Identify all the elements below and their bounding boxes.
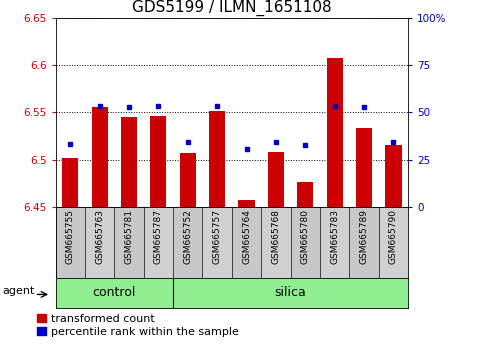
Text: GSM665755: GSM665755 — [66, 209, 75, 264]
Bar — [297, 182, 313, 207]
Text: GSM665764: GSM665764 — [242, 209, 251, 264]
Legend: transformed count, percentile rank within the sample: transformed count, percentile rank withi… — [37, 314, 239, 337]
Title: GDS5199 / ILMN_1651108: GDS5199 / ILMN_1651108 — [132, 0, 332, 16]
Bar — [239, 200, 255, 207]
Bar — [56, 207, 85, 278]
Bar — [291, 207, 320, 278]
Bar — [150, 116, 167, 207]
Text: GSM665752: GSM665752 — [183, 209, 192, 264]
Text: GSM665783: GSM665783 — [330, 209, 339, 264]
Text: GSM665789: GSM665789 — [359, 209, 369, 264]
Bar — [180, 153, 196, 207]
Bar — [209, 110, 225, 207]
Text: agent: agent — [3, 286, 35, 296]
Bar — [114, 207, 144, 278]
Bar — [379, 207, 408, 278]
Bar — [327, 58, 343, 207]
Bar — [92, 107, 108, 207]
Bar — [85, 207, 114, 278]
Bar — [261, 207, 291, 278]
Bar — [62, 158, 78, 207]
Text: GSM665768: GSM665768 — [271, 209, 281, 264]
Text: GSM665780: GSM665780 — [301, 209, 310, 264]
Bar — [121, 117, 137, 207]
Bar — [268, 152, 284, 207]
Text: GSM665781: GSM665781 — [125, 209, 133, 264]
Text: silica: silica — [275, 286, 307, 299]
Bar — [173, 207, 202, 278]
Bar — [202, 207, 232, 278]
Text: GSM665757: GSM665757 — [213, 209, 222, 264]
Bar — [144, 207, 173, 278]
Bar — [320, 207, 349, 278]
Bar — [232, 207, 261, 278]
Text: GSM665790: GSM665790 — [389, 209, 398, 264]
Bar — [356, 129, 372, 207]
Text: GSM665787: GSM665787 — [154, 209, 163, 264]
Text: control: control — [93, 286, 136, 299]
Bar — [385, 144, 401, 207]
Text: GSM665763: GSM665763 — [95, 209, 104, 264]
Bar — [349, 207, 379, 278]
